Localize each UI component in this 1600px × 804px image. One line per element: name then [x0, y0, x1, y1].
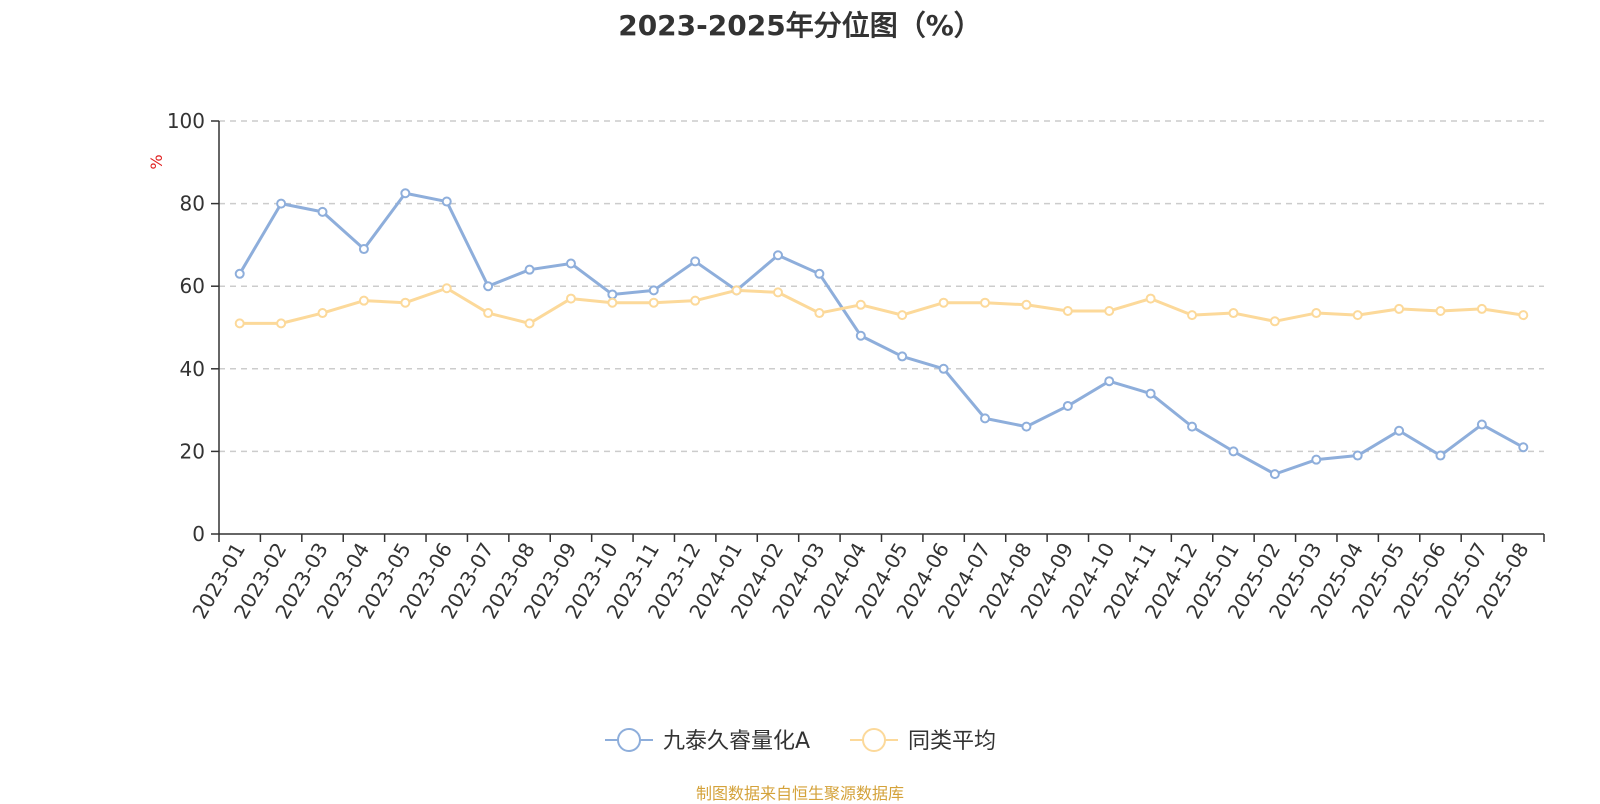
- y-tick-label: 40: [180, 357, 205, 381]
- data-point-series-1[interactable]: [400, 188, 411, 199]
- data-point-series-2[interactable]: [483, 308, 494, 319]
- data-point-series-1[interactable]: [772, 250, 783, 261]
- data-point-series-2[interactable]: [1145, 293, 1156, 304]
- data-point-series-1[interactable]: [897, 351, 908, 362]
- data-point-series-2[interactable]: [1518, 310, 1529, 321]
- data-point-series-1[interactable]: [648, 285, 659, 296]
- data-point-series-1[interactable]: [1062, 400, 1073, 411]
- y-tick-label: 100: [167, 109, 205, 133]
- data-point-series-1[interactable]: [938, 363, 949, 374]
- data-point-series-1[interactable]: [317, 206, 328, 217]
- data-point-series-2[interactable]: [1021, 299, 1032, 310]
- data-point-series-1[interactable]: [1269, 469, 1280, 480]
- data-point-series-2[interactable]: [524, 318, 535, 329]
- legend-marker-1[interactable]: [617, 728, 641, 752]
- data-point-series-2[interactable]: [234, 318, 245, 329]
- data-point-series-1[interactable]: [1228, 446, 1239, 457]
- data-point-series-1[interactable]: [1435, 450, 1446, 461]
- data-point-series-1[interactable]: [1187, 421, 1198, 432]
- data-point-series-2[interactable]: [772, 287, 783, 298]
- y-tick-label: 80: [180, 192, 205, 216]
- data-point-series-1[interactable]: [524, 264, 535, 275]
- data-point-series-1[interactable]: [814, 268, 825, 279]
- data-point-series-2[interactable]: [648, 297, 659, 308]
- data-point-series-1[interactable]: [1518, 442, 1529, 453]
- data-point-series-2[interactable]: [607, 297, 618, 308]
- data-point-series-1[interactable]: [1145, 388, 1156, 399]
- data-point-series-2[interactable]: [1104, 305, 1115, 316]
- data-source-note: 制图数据来自恒生聚源数据库: [695, 784, 904, 803]
- data-point-series-2[interactable]: [441, 283, 452, 294]
- data-point-series-1[interactable]: [441, 196, 452, 207]
- data-point-series-2[interactable]: [400, 297, 411, 308]
- data-point-series-1[interactable]: [483, 281, 494, 292]
- data-point-series-2[interactable]: [690, 295, 701, 306]
- data-point-series-2[interactable]: [855, 299, 866, 310]
- data-point-series-2[interactable]: [1435, 305, 1446, 316]
- data-point-series-1[interactable]: [276, 198, 287, 209]
- y-tick-label: 0: [192, 522, 205, 546]
- y-tick-label: 60: [180, 274, 205, 298]
- data-point-series-1[interactable]: [607, 289, 618, 300]
- data-point-series-1[interactable]: [1104, 376, 1115, 387]
- chart-title: 2023-2025年分位图（%）: [618, 9, 982, 42]
- data-point-series-1[interactable]: [1394, 425, 1405, 436]
- data-point-series-2[interactable]: [565, 293, 576, 304]
- data-point-series-1[interactable]: [1021, 421, 1032, 432]
- data-point-series-2[interactable]: [980, 297, 991, 308]
- data-point-series-2[interactable]: [1062, 305, 1073, 316]
- data-point-series-1[interactable]: [690, 256, 701, 267]
- y-tick-label: 20: [180, 439, 205, 463]
- series-line-2: [239, 286, 1524, 325]
- data-point-series-2[interactable]: [1269, 316, 1280, 327]
- data-point-series-1[interactable]: [358, 244, 369, 255]
- legend-marker-2[interactable]: [862, 728, 886, 752]
- data-point-series-2[interactable]: [317, 308, 328, 319]
- data-point-series-1[interactable]: [565, 258, 576, 269]
- data-point-series-2[interactable]: [1394, 303, 1405, 314]
- data-point-series-1[interactable]: [1311, 454, 1322, 465]
- data-point-series-2[interactable]: [1352, 310, 1363, 321]
- data-point-series-1[interactable]: [980, 413, 991, 424]
- data-point-series-2[interactable]: [897, 310, 908, 321]
- data-point-series-2[interactable]: [276, 318, 287, 329]
- data-point-series-2[interactable]: [1187, 310, 1198, 321]
- data-point-series-1[interactable]: [234, 268, 245, 279]
- data-point-series-1[interactable]: [1352, 450, 1363, 461]
- y-axis-label: %: [147, 154, 166, 169]
- data-point-series-2[interactable]: [1476, 303, 1487, 314]
- data-point-series-1[interactable]: [1476, 419, 1487, 430]
- data-point-series-2[interactable]: [814, 308, 825, 319]
- data-point-series-1[interactable]: [855, 330, 866, 341]
- data-point-series-2[interactable]: [938, 297, 949, 308]
- data-point-series-2[interactable]: [1228, 308, 1239, 319]
- legend-label-1[interactable]: 九泰久睿量化A: [663, 729, 810, 754]
- data-point-series-2[interactable]: [358, 295, 369, 306]
- data-point-series-2[interactable]: [731, 285, 742, 296]
- data-point-series-2[interactable]: [1311, 308, 1322, 319]
- series-line-1: [238, 191, 1525, 476]
- legend-label-2[interactable]: 同类平均: [908, 729, 996, 754]
